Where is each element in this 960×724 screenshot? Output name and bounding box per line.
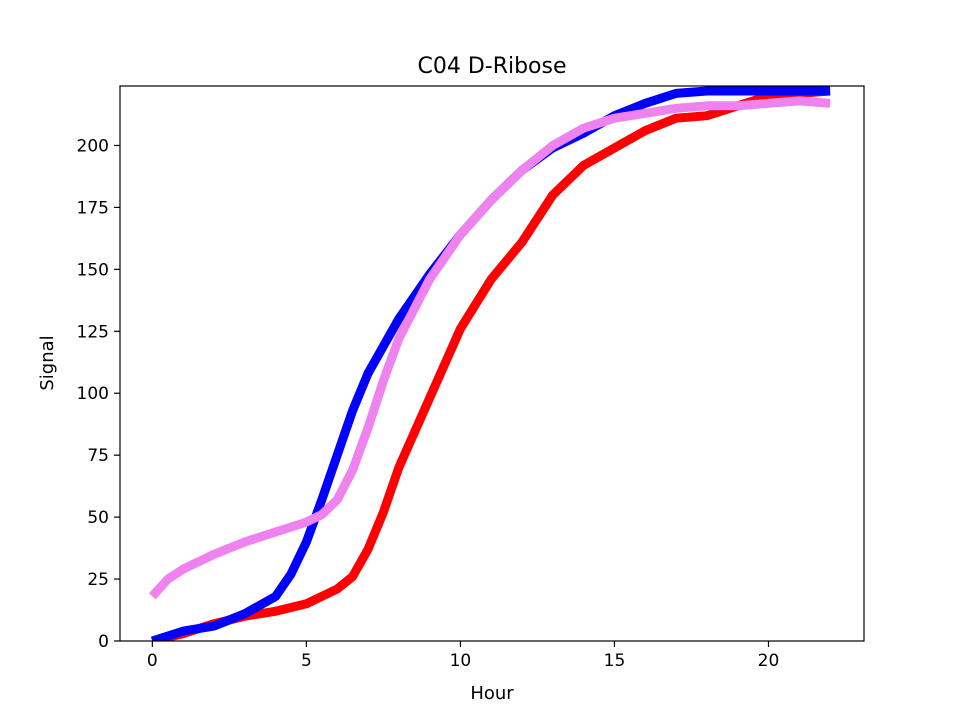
x-tick-label: 15 [604,651,626,671]
plot-frame [119,85,865,642]
series-line-3 [148,96,831,600]
chart-title: C04 D-Ribose [417,54,566,79]
x-tick-label: 10 [450,651,472,671]
y-tick-label: 50 [87,508,109,528]
y-tick-label: 25 [87,570,109,590]
y-tick-label: 75 [87,446,109,466]
x-axis-label: Hour [470,683,514,704]
y-tick-label: 100 [77,384,109,404]
series-layer [148,86,831,641]
series-line-1 [151,86,831,641]
x-tick-label: 20 [758,651,780,671]
y-axis: 0 25 50 75 100 125 150 175 200 [77,136,120,652]
x-tick-label: 5 [301,651,312,671]
y-axis-label: Signal [37,335,58,390]
y-tick-label: 150 [77,260,109,280]
y-tick-label: 125 [77,322,109,342]
y-tick-label: 175 [77,198,109,218]
y-tick-label: 200 [77,136,109,156]
x-tick-label: 0 [147,651,158,671]
x-axis: 0 5 10 15 20 [147,641,779,671]
y-tick-label: 0 [98,632,109,652]
